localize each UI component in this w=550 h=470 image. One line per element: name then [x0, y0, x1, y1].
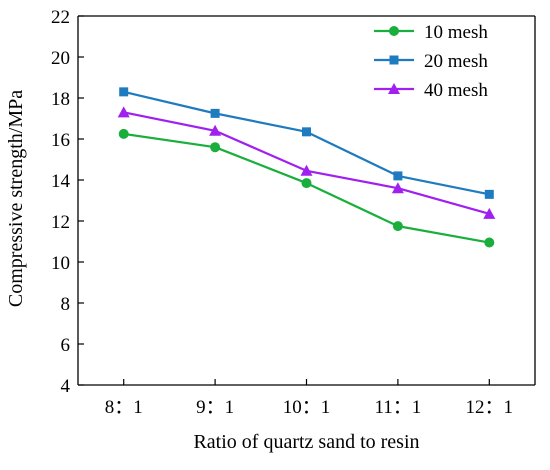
legend-marker — [389, 26, 399, 36]
data-point — [484, 189, 494, 199]
data-point — [302, 127, 311, 137]
legend-label: 40 mesh — [424, 80, 488, 101]
y-tick-label: 6 — [61, 335, 71, 356]
series-2 — [119, 87, 494, 199]
data-point — [117, 106, 130, 118]
data-point — [300, 164, 313, 176]
y-tick-label: 8 — [61, 294, 71, 315]
y-tick-label: 12 — [51, 212, 70, 233]
x-tick-label: 11：1 — [375, 397, 422, 418]
x-tick-label: 9：1 — [196, 397, 234, 418]
data-point — [392, 221, 403, 232]
legend-marker — [388, 83, 400, 94]
legend-entry: 10 mesh — [374, 22, 488, 43]
y-tick-label: 22 — [51, 7, 70, 28]
data-point — [118, 128, 129, 139]
legend-entry: 20 mesh — [374, 51, 488, 72]
data-point — [391, 182, 404, 194]
series-3 — [117, 106, 496, 219]
data-point — [210, 142, 221, 153]
data-point — [301, 178, 312, 189]
x-tick-label: 8：1 — [105, 397, 143, 418]
legend-label: 10 mesh — [424, 22, 488, 43]
axes — [77, 15, 536, 386]
y-tick-label: 20 — [51, 48, 70, 69]
y-tick-label: 4 — [61, 376, 71, 397]
tick-labels: 4 6 8 10 12 14 16 18 20 22 8：1 9：1 10：1 11：1 12：1 — [51, 7, 513, 418]
data-point — [210, 108, 220, 118]
legend-entry: 40 mesh — [374, 80, 488, 101]
legend-marker — [389, 55, 399, 65]
y-tick-label: 10 — [51, 253, 70, 274]
y-tick-label: 18 — [51, 89, 70, 110]
data-point — [119, 87, 129, 97]
y-tick-label: 16 — [51, 130, 70, 151]
y-axis-title: Compressive strength/MPa — [5, 90, 27, 307]
data-point — [393, 171, 403, 181]
data-point — [484, 237, 495, 248]
x-tick-label: 12：1 — [466, 397, 514, 418]
legend-label: 20 mesh — [424, 51, 488, 72]
series-1 — [118, 128, 495, 248]
legend: 10 mesh 20 mesh 40 mesh — [374, 22, 488, 101]
series-line — [123, 132, 490, 244]
y-tick-label: 14 — [51, 171, 71, 192]
x-axis-title: Ratio of quartz sand to resin — [193, 431, 419, 453]
series-layer — [117, 87, 496, 248]
x-tick-label: 10：1 — [283, 397, 331, 418]
data-point — [209, 124, 222, 136]
data-point — [483, 207, 496, 219]
